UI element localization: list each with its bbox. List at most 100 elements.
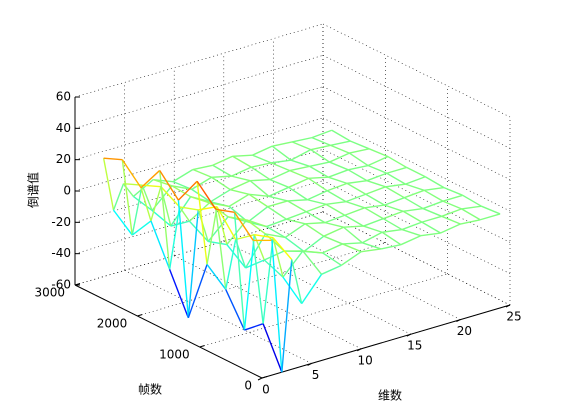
mesh-edge [197,209,209,242]
mesh-edge [461,208,481,221]
mesh-edge [131,220,152,236]
mesh-edge [342,243,362,253]
mesh-edge [307,199,327,206]
mesh-edge [179,206,199,211]
mesh-edge [325,203,346,216]
mesh-edge [269,169,291,181]
mesh-edge [304,223,325,237]
mesh-edge [291,136,313,143]
mesh-edge [343,226,363,244]
mesh-edge [310,149,330,163]
mesh-edge [305,221,325,225]
mesh-edge [383,210,404,220]
mesh-edge [250,166,271,181]
mesh-edge [348,152,369,167]
mesh-edge [330,144,350,154]
mesh-edge [188,220,209,242]
mesh-edge [121,159,133,236]
mesh-edge [178,206,191,222]
mesh-edge [302,250,323,275]
mesh-edge [290,149,312,161]
mesh-edge [216,206,237,240]
mesh-edge [384,197,405,206]
mesh-edge [252,240,264,324]
mesh-edge [363,218,384,227]
mesh-edge [266,225,286,239]
mesh-edge [346,179,367,185]
mesh-edge [387,155,407,169]
mesh-edge [403,207,424,212]
grid-line [273,226,461,320]
mesh-edge [141,184,153,211]
mesh-edge [281,259,293,373]
mesh-edge [227,216,247,221]
mesh-edge [271,145,292,161]
mesh-edge [272,237,284,278]
mesh-edge [461,205,482,210]
z-tick-label: -60 [51,278,71,292]
mesh-edge [421,215,442,223]
mesh-edge [262,323,283,373]
mesh-edge [272,141,293,147]
mesh-edge [168,269,189,319]
mesh-edge [344,207,365,216]
x-tick-label: 0 [262,383,270,397]
mesh-edge [131,185,143,236]
mesh-edge [210,189,231,203]
mesh-edge [142,184,161,188]
mesh-edge [254,234,274,239]
mesh-edge [291,141,312,151]
mesh-edge [367,164,388,174]
mesh-edge [187,264,208,319]
mesh-edge [153,178,174,183]
mesh-edge [267,200,288,208]
mesh-edge [289,169,309,179]
mesh-edge [343,225,364,228]
mesh-edge [330,140,351,147]
mesh-edge [196,180,217,210]
mesh-edge [233,212,246,331]
tick-mark [261,376,268,379]
mesh-edge [405,183,425,191]
mesh-edge [211,176,231,191]
mesh-edge [342,242,363,245]
mesh-edge [386,172,406,185]
mesh-edge [362,242,382,250]
mesh-edge [252,154,272,164]
mesh-edge [230,189,250,195]
mesh-edge [252,145,273,156]
mesh-edge [112,209,133,236]
mesh-edge [268,186,289,197]
grid-line [223,240,411,335]
mesh-edge [228,193,250,208]
mesh-edge [191,188,211,203]
mesh-edge [232,154,253,157]
mesh-edge [406,166,426,178]
mesh-edge [401,221,423,231]
y-tick-label: 1000 [159,348,190,362]
mesh-edge [405,176,426,185]
mesh-edge [171,185,192,191]
mesh-edge [267,206,287,220]
mesh-edge [251,162,272,168]
x-tick-label: 20 [457,324,472,338]
mesh-edge [424,176,445,189]
mesh-edge [177,200,190,318]
mesh-edge [480,213,501,221]
mesh-edge [225,289,246,331]
mesh-edge [249,180,270,197]
y-tick-label: 0 [244,379,252,393]
mesh-edge [226,244,247,269]
mesh-edge [287,200,307,213]
mesh-edge [364,204,385,209]
mesh-edge [424,186,445,191]
mesh-edge [187,209,199,318]
tick-mark [74,283,81,286]
mesh-edge [212,155,233,166]
mesh-edge [347,169,368,182]
mesh-edge [263,250,285,261]
z-tick-label: 40 [56,121,71,135]
mesh-edge [243,234,256,331]
mesh-edge [361,248,382,253]
